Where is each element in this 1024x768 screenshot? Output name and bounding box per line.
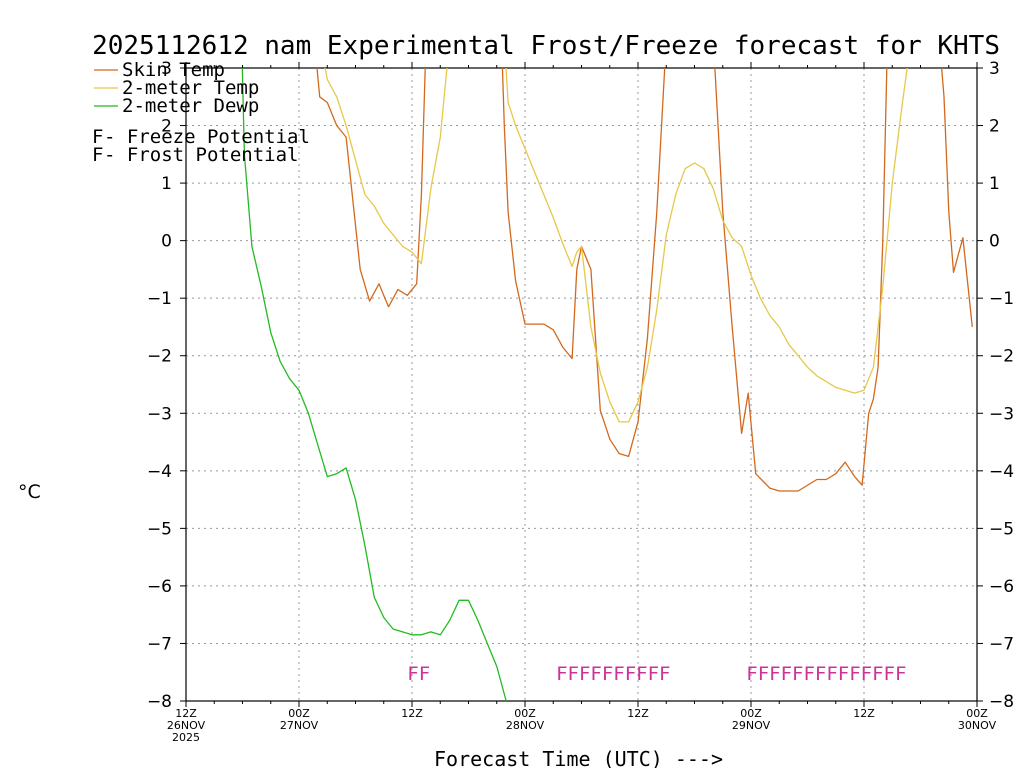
x-tick-label: 27NOV — [280, 719, 319, 732]
x-tick-label: 26NOV — [167, 719, 206, 732]
y-tick-label-right: 1 — [989, 174, 1000, 194]
y-tick-label-right: 2 — [989, 117, 1000, 137]
freeze-flag-group: FFFFFFFFFFFFFF — [746, 663, 906, 685]
y-tick-label-right: −4 — [989, 462, 1014, 482]
chart-title: 2025112612 nam Experimental Frost/Freeze… — [92, 31, 1000, 61]
y-tick-label-right: −3 — [989, 404, 1014, 424]
freeze-flag-group: FF — [407, 663, 430, 685]
freeze-flag-group: FFFFFFFFFF — [556, 663, 670, 685]
legend-marker: F — [92, 144, 103, 166]
x-axis-label: Forecast Time (UTC) ---> — [434, 747, 723, 768]
y-axis-label: °C — [18, 481, 41, 503]
x-tick-label: 00Z — [966, 707, 988, 720]
y-tick-label-left: −7 — [147, 634, 172, 654]
y-tick-label-right: −5 — [989, 519, 1014, 539]
x-tick-label: 00Z — [740, 707, 762, 720]
y-tick-label-right: −7 — [989, 634, 1014, 654]
x-tick-label: 2025 — [172, 731, 200, 744]
legend-marker-label: - Frost Potential — [104, 144, 298, 166]
y-tick-label-left: −8 — [147, 692, 172, 712]
x-tick-label: 30NOV — [958, 719, 997, 732]
y-tick-label-right: −8 — [989, 692, 1014, 712]
y-tick-label-left: −3 — [147, 404, 172, 424]
y-tick-label-left: 0 — [161, 232, 172, 252]
x-tick-label: 28NOV — [506, 719, 545, 732]
legend-label: 2-meter Dewp — [122, 95, 259, 117]
x-tick-label: 00Z — [288, 707, 310, 720]
legend-label: 2-meter Temp — [122, 77, 259, 99]
y-tick-label-left: −5 — [147, 519, 172, 539]
y-tick-label-right: −6 — [989, 577, 1014, 597]
x-tick-label: 12Z — [401, 707, 423, 720]
y-tick-label-right: −1 — [989, 289, 1014, 309]
y-tick-label-left: −1 — [147, 289, 172, 309]
x-tick-label: 12Z — [175, 707, 197, 720]
y-tick-label-right: −2 — [989, 347, 1014, 367]
y-tick-label-right: 0 — [989, 232, 1000, 252]
y-tick-label-left: 3 — [161, 59, 172, 79]
series-line-skin-temp — [316, 68, 973, 492]
y-tick-label-right: 3 — [989, 59, 1000, 79]
legend-marker-label: - Freeze Potential — [104, 126, 310, 148]
y-axis: 3 3 2 2 1 1 0 0 −1 −1 −2 −2 −3 −3 −4 −4 −5 −5 −6 −6 −7 −7 −8 −8 — [147, 59, 1014, 712]
series-lines — [241, 68, 973, 701]
x-tick-label: 12Z — [853, 707, 875, 720]
x-tick-label: 12Z — [627, 707, 649, 720]
y-tick-label-left: −6 — [147, 577, 172, 597]
series-line-2-meter-dewp — [241, 68, 507, 701]
plot-frame — [185, 67, 978, 702]
legend-label: Skin Temp — [122, 59, 225, 81]
grid-lines — [186, 68, 977, 701]
x-tick-label: 00Z — [514, 707, 536, 720]
y-tick-label-left: −4 — [147, 462, 172, 482]
y-tick-label-left: 1 — [161, 174, 172, 194]
y-tick-label-left: 2 — [161, 117, 172, 137]
x-tick-label: 29NOV — [732, 719, 771, 732]
legend-marker: F — [92, 126, 103, 148]
y-tick-label-left: −2 — [147, 347, 172, 367]
series-line-2-meter-temp — [324, 68, 908, 423]
freeze-potential-markers: FF FFFFFFFFFF FFFFFFFFFFFFFF — [407, 663, 906, 685]
